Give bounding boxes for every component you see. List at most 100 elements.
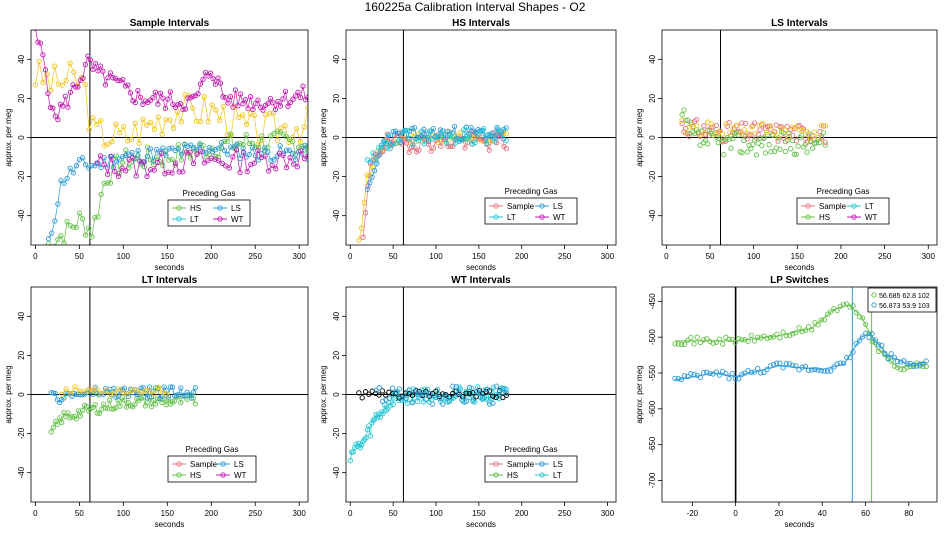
data-point: [101, 180, 107, 187]
data-point: [240, 141, 246, 148]
data-point: [396, 386, 403, 392]
data-point: [89, 162, 95, 169]
data-point: [828, 368, 834, 374]
data-point: [768, 126, 774, 133]
data-point: [804, 128, 810, 135]
data-point: [95, 214, 101, 220]
series-line: [35, 30, 308, 121]
data-point: [65, 104, 71, 110]
y-axis-label: approx. per meg: [319, 365, 328, 423]
data-point: [497, 128, 504, 134]
data-point: [360, 234, 366, 240]
data-point: [923, 363, 929, 370]
legend-box: [167, 199, 251, 227]
x-tick-label: 100: [429, 252, 443, 261]
data-point: [472, 140, 478, 146]
data-point: [132, 99, 139, 106]
data-point: [708, 121, 715, 127]
data-point: [483, 386, 489, 393]
data-point: [407, 135, 413, 142]
x-tick-label: 200: [205, 252, 219, 261]
panel-lt: LT Intervals 0 50 100 150 200 250 300 -40 -20 0 20 4…: [4, 275, 309, 529]
data-point: [105, 141, 111, 147]
data-point: [755, 140, 761, 146]
legend-label: WT: [234, 471, 247, 480]
data-point: [430, 145, 437, 151]
data-point: [140, 159, 147, 165]
data-point: [227, 94, 234, 100]
y-tick-label: 20: [17, 93, 26, 102]
data-point: [393, 389, 399, 396]
data-point: [452, 140, 458, 146]
y-tick-label: 40: [17, 311, 26, 320]
data-point: [178, 157, 185, 163]
data-point: [739, 371, 745, 378]
data-point: [133, 173, 139, 179]
data-point: [144, 173, 150, 180]
data-point: [430, 401, 436, 407]
data-point: [135, 87, 141, 94]
data-point: [50, 250, 54, 254]
data-point: [275, 98, 281, 105]
data-point: [796, 127, 803, 133]
data-point: [98, 164, 104, 171]
data-point: [441, 131, 447, 137]
data-point: [789, 331, 796, 337]
data-point: [800, 128, 806, 134]
data-point: [891, 354, 898, 361]
data-point: [723, 370, 729, 377]
data-point: [251, 112, 257, 118]
data-point: [45, 90, 51, 97]
data-point: [395, 138, 402, 144]
data-point: [120, 160, 126, 166]
data-point: [853, 340, 859, 347]
data-point: [376, 392, 382, 398]
data-point: [226, 165, 232, 171]
legend-label: Sample: [507, 460, 535, 469]
legend-key-point: [220, 472, 226, 478]
data-point: [195, 91, 201, 97]
data-point: [101, 161, 107, 168]
data-point: [723, 121, 729, 127]
legend-box: [796, 197, 890, 225]
data-point: [726, 336, 732, 342]
data-point: [294, 164, 300, 170]
data-point: [67, 390, 74, 397]
data-point: [33, 30, 38, 31]
data-point: [764, 366, 770, 373]
data-point: [96, 410, 102, 417]
data-point: [503, 137, 509, 144]
data-point: [818, 122, 825, 129]
series-line: [50, 394, 196, 432]
x-tick-label: 300: [601, 509, 615, 518]
data-point: [169, 145, 175, 151]
data-point: [160, 389, 166, 395]
data-point: [274, 137, 280, 143]
data-point: [102, 82, 109, 88]
data-point: [910, 363, 917, 369]
data-point: [398, 134, 405, 140]
legend-key-point: [176, 472, 182, 478]
data-point: [172, 160, 179, 166]
data-point: [203, 149, 209, 156]
data-point: [147, 157, 154, 163]
data-point: [760, 136, 767, 142]
data-point: [456, 391, 463, 397]
data-point: [86, 127, 92, 133]
data-point: [140, 101, 146, 107]
data-point: [879, 342, 885, 348]
legend-key-point: [539, 472, 545, 478]
data-point: [144, 122, 150, 128]
y-tick-label: 0: [648, 135, 657, 140]
data-point: [225, 151, 231, 158]
data-point: [243, 121, 250, 127]
data-point: [82, 61, 89, 68]
legend-key-point: [493, 203, 499, 209]
data-point: [222, 94, 229, 101]
data-point: [172, 147, 178, 154]
y-tick-label: 20: [648, 93, 657, 102]
y-tick-label: 40: [648, 54, 657, 63]
x-tick-label: 50: [389, 252, 398, 261]
data-point: [82, 81, 88, 88]
data-point: [447, 143, 454, 149]
